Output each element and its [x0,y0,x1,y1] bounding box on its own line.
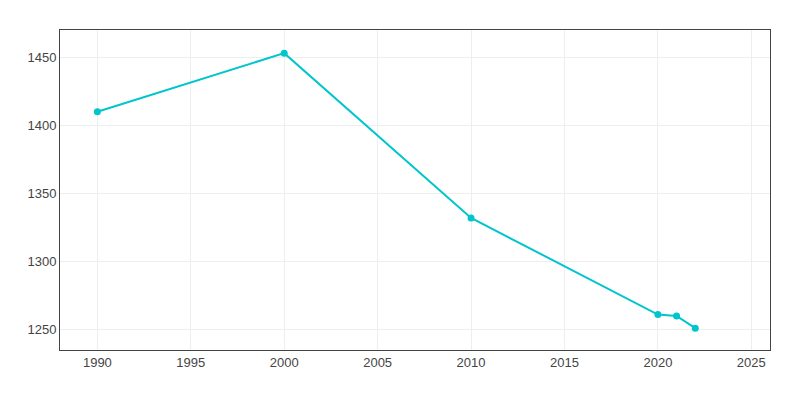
svg-text:2000: 2000 [270,355,299,370]
svg-text:2015: 2015 [550,355,579,370]
svg-text:1990: 1990 [83,355,112,370]
svg-text:2020: 2020 [643,355,672,370]
svg-text:1250: 1250 [27,322,56,337]
svg-text:1400: 1400 [27,118,56,133]
svg-text:2025: 2025 [737,355,766,370]
svg-text:2010: 2010 [457,355,486,370]
svg-text:1995: 1995 [176,355,205,370]
svg-text:1450: 1450 [27,50,56,65]
svg-text:1300: 1300 [27,254,56,269]
svg-text:2005: 2005 [363,355,392,370]
svg-text:1350: 1350 [27,186,56,201]
